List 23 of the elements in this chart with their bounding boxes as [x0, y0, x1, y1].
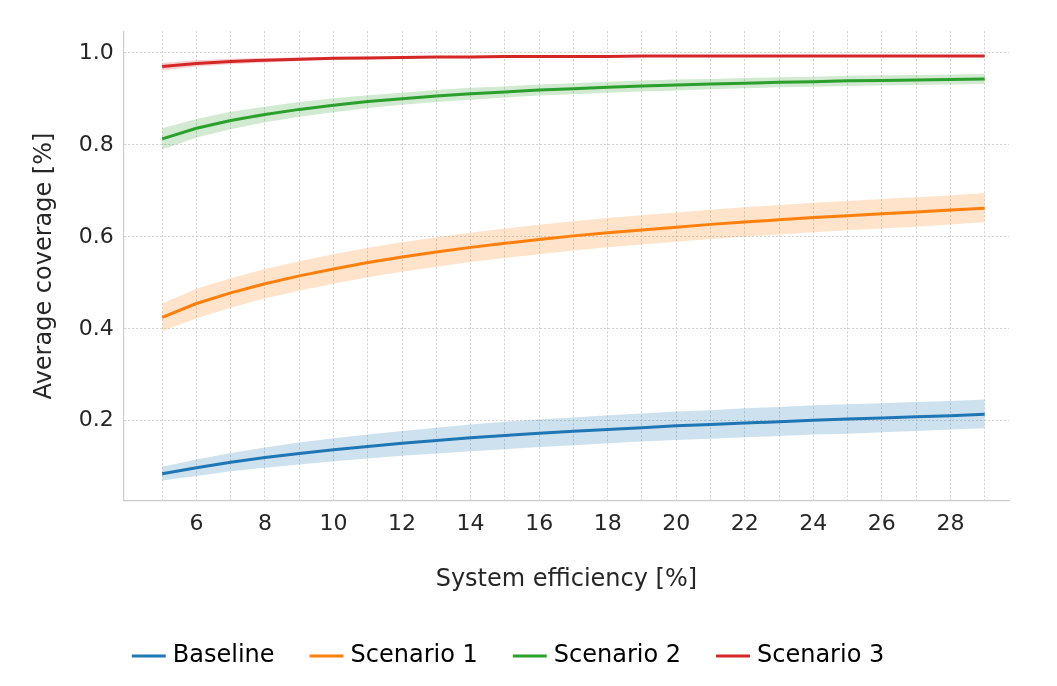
x-tick-label: 26	[867, 509, 896, 535]
x-tick-label: 8	[257, 509, 272, 535]
x-tick-label: 10	[319, 509, 348, 535]
y-tick-label: 0.6	[78, 222, 114, 248]
x-tick-label: 22	[730, 509, 759, 535]
x-tick-label: 16	[525, 509, 554, 535]
x-tick-label: 28	[936, 509, 965, 535]
y-tick-label: 0.8	[78, 130, 114, 156]
y-tick-label: 0.4	[78, 314, 114, 340]
y-tick-label: 1.0	[78, 38, 114, 64]
x-tick-label: 24	[799, 509, 828, 535]
x-tick-label: 20	[662, 509, 691, 535]
y-tick-label: 0.2	[78, 406, 114, 432]
x-axis-title: System efficiency [%]	[435, 563, 698, 592]
x-tick-label: 18	[593, 509, 622, 535]
x-tick-label: 6	[189, 509, 204, 535]
y-axis-title: Average coverage [%]	[28, 132, 57, 400]
x-tick-label: 12	[388, 509, 417, 535]
legend-label: Scenario 3	[756, 640, 885, 669]
x-tick-label: 14	[456, 509, 485, 535]
legend-label: Scenario 2	[553, 640, 681, 669]
legend-label: Scenario 1	[350, 640, 478, 669]
legend-label: Baseline	[172, 640, 275, 669]
